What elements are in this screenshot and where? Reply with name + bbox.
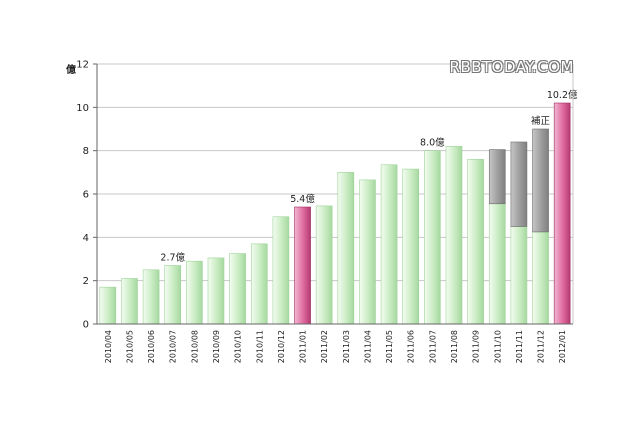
y-axis-unit-label: 億	[66, 63, 76, 76]
x-tick-label: 2010/11	[255, 330, 264, 363]
bar	[164, 265, 182, 325]
axes: 0 2 4 6 8 10 12 2010/04 2010/05 2010/06 2010/07 201…	[76, 60, 574, 363]
x-tick-label: 2011/06	[407, 330, 416, 363]
bar	[510, 226, 528, 325]
bar-correction	[488, 149, 506, 205]
bar	[467, 159, 484, 325]
bar-correction	[532, 128, 549, 233]
bar	[229, 253, 246, 325]
bar	[315, 205, 333, 325]
x-tick-label: 2011/05	[385, 330, 394, 363]
bar	[359, 179, 376, 325]
y-tick-label: 10	[76, 103, 89, 114]
y-tick-label: 6	[83, 190, 89, 201]
x-tick-label: 2010/04	[104, 330, 113, 363]
bar-highlight	[294, 206, 311, 325]
bar	[337, 172, 355, 325]
data-annotation: 10.2億	[547, 89, 578, 101]
bar	[121, 278, 138, 325]
x-tick-label: 2012/01	[558, 330, 567, 363]
x-tick-label: 2011/02	[320, 330, 329, 363]
x-tick-label: 2011/09	[472, 330, 481, 363]
bar	[250, 243, 268, 325]
bar	[186, 260, 203, 325]
x-tick-label: 2010/06	[147, 330, 156, 363]
data-annotation: 5.4億	[290, 193, 315, 205]
bar	[532, 231, 549, 325]
data-annotation: 8.0億	[420, 137, 445, 149]
bar	[445, 146, 463, 325]
y-tick-label: 4	[83, 233, 89, 244]
x-tick-label: 2011/03	[342, 330, 351, 363]
bar	[142, 269, 160, 325]
x-tick-label: 2011/12	[537, 330, 546, 363]
data-annotation: 補正	[531, 115, 551, 127]
y-tick-label: 8	[83, 146, 89, 157]
data-annotation: 2.7億	[160, 252, 185, 264]
x-tick-label: 2011/10	[493, 330, 502, 363]
y-tick-label: 2	[83, 276, 89, 287]
bar-highlight	[553, 102, 571, 325]
x-tick-label: 2010/08	[190, 330, 199, 363]
x-tick-label: 2010/05	[125, 330, 134, 363]
y-tick-label: 12	[76, 60, 89, 71]
x-tick-label: 2011/08	[450, 330, 459, 363]
x-tick-label: 2011/01	[299, 330, 308, 363]
bar	[207, 257, 225, 325]
bar	[424, 150, 441, 325]
bar	[99, 286, 117, 325]
bar-correction	[510, 141, 528, 227]
bar	[380, 164, 398, 325]
x-tick-label: 2010/09	[212, 330, 221, 363]
bar	[488, 203, 506, 325]
watermark: RBBTODAY.COM	[449, 58, 574, 76]
x-tick-label: 2010/12	[277, 330, 286, 363]
x-tick-label: 2010/07	[169, 330, 178, 363]
bar	[272, 216, 290, 325]
bars: 2.7億 5.4億 8.0億 補正 10.2億	[99, 89, 578, 325]
bar	[402, 168, 420, 325]
x-tick-label: 2011/07	[428, 330, 437, 363]
x-tick-label: 2011/11	[515, 330, 524, 363]
x-tick-label: 2011/04	[363, 330, 372, 363]
y-tick-label: 0	[83, 320, 89, 331]
x-tick-label: 2010/10	[234, 330, 243, 363]
